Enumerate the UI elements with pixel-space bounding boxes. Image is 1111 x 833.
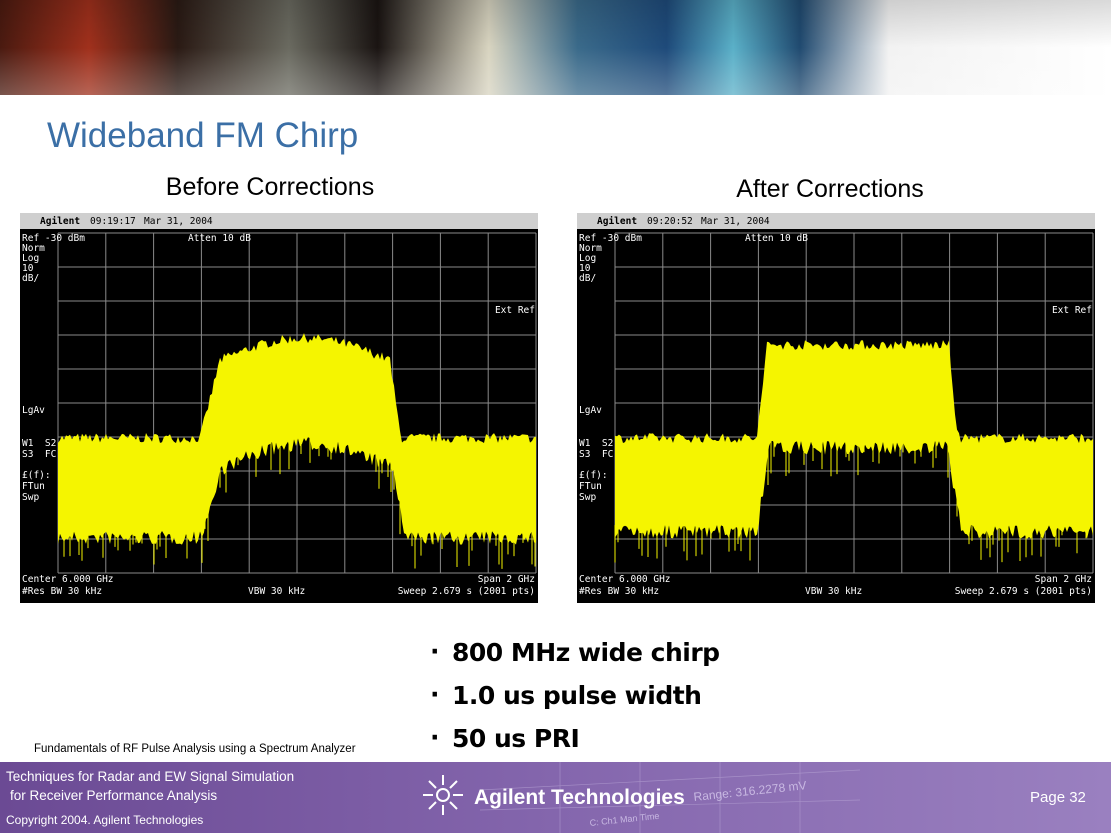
bullet: 800 MHz wide chirp	[452, 638, 720, 667]
timestamp: 09:20:52	[647, 216, 693, 227]
function-label: FTun	[22, 481, 45, 492]
function-label: FTun	[579, 481, 602, 492]
attenuation: Atten 10 dB	[745, 233, 808, 244]
scale-label: dB/	[579, 273, 596, 284]
logo-text: Agilent Technologies	[474, 786, 685, 809]
span: Span 2 GHz	[1035, 574, 1092, 585]
function-label: £(f):	[22, 470, 51, 481]
footer-bg	[0, 762, 1111, 833]
bullet-dot: ·	[430, 637, 439, 666]
footer-grid	[479, 762, 861, 833]
attenuation: Atten 10 dB	[188, 233, 251, 244]
trace-band	[615, 340, 1093, 539]
analyzer-screen: Agilent 09:19:17 Mar 31, 2004 Ref -30 dBm At…	[20, 213, 538, 603]
sweep: Sweep 2.679 s (2001 pts)	[955, 586, 1092, 597]
scale-label: 10	[22, 263, 34, 274]
screen-topbar	[577, 213, 1095, 229]
scale-label: 10	[579, 263, 591, 274]
res-bw: #Res BW 30 kHz	[22, 586, 102, 597]
scale-label: Norm	[22, 243, 45, 254]
date: Mar 31, 2004	[701, 216, 770, 227]
trace-label: W1 S2	[22, 438, 56, 449]
timestamp: 09:19:17	[90, 216, 136, 227]
header-image	[0, 0, 1111, 95]
bullet: 50 us PRI	[452, 724, 579, 753]
trace-label: S3 FC	[22, 449, 56, 460]
vbw: VBW 30 kHz	[248, 586, 305, 597]
scale-label: Log	[579, 253, 596, 264]
analyzer-screen: Agilent 09:20:52 Mar 31, 2004 Ref -30 dBm At…	[577, 213, 1095, 603]
panel-heading: Before Corrections	[166, 173, 374, 201]
brand: Agilent	[40, 216, 80, 227]
scale-label: dB/	[22, 273, 39, 284]
function-label: Swp	[22, 492, 39, 503]
scale-label: Log	[22, 253, 39, 264]
page-number: Page 32	[1030, 789, 1086, 806]
avg-label: LgAv	[579, 405, 602, 416]
vbw: VBW 30 kHz	[805, 586, 862, 597]
ref-level: Ref -30 dBm	[579, 233, 642, 244]
footer-bar: Techniques for Radar and EW Signal Simul…	[0, 762, 1111, 833]
center-freq: Center 6.000 GHz	[579, 574, 671, 585]
center-freq: Center 6.000 GHz	[22, 574, 114, 585]
avg-label: LgAv	[22, 405, 45, 416]
trace-label: S3 FC	[579, 449, 613, 460]
trace-label: W1 S2	[579, 438, 613, 449]
screen-topbar	[20, 213, 538, 229]
header-shade	[0, 0, 1111, 95]
res-bw: #Res BW 30 kHz	[579, 586, 659, 597]
slide-title: Wideband FM Chirp	[47, 116, 358, 155]
ext-ref: Ext Ref	[495, 305, 535, 316]
sweep: Sweep 2.679 s (2001 pts)	[398, 586, 535, 597]
span: Span 2 GHz	[478, 574, 535, 585]
bullet: 1.0 us pulse width	[452, 681, 701, 710]
brand: Agilent	[597, 216, 637, 227]
bullet-list: · 800 MHz wide chirp · 1.0 us pulse widt…	[430, 637, 720, 753]
footer-line: Copyright 2004. Agilent Technologies	[6, 813, 203, 827]
panel-heading: After Corrections	[736, 175, 924, 203]
trace-band	[58, 333, 536, 545]
function-label: £(f):	[579, 470, 608, 481]
ref-level: Ref -30 dBm	[22, 233, 85, 244]
bullet-dot: ·	[430, 680, 439, 709]
function-label: Swp	[579, 492, 596, 503]
ext-ref: Ext Ref	[1052, 305, 1092, 316]
footer-line: for Receiver Performance Analysis	[10, 788, 217, 803]
footer-line: Techniques for Radar and EW Signal Simul…	[6, 769, 294, 784]
date: Mar 31, 2004	[144, 216, 213, 227]
logo-spark	[423, 775, 463, 815]
course-title: Fundamentals of RF Pulse Analysis using …	[34, 743, 356, 755]
bullet-dot: ·	[430, 723, 439, 752]
scale-label: Norm	[579, 243, 602, 254]
